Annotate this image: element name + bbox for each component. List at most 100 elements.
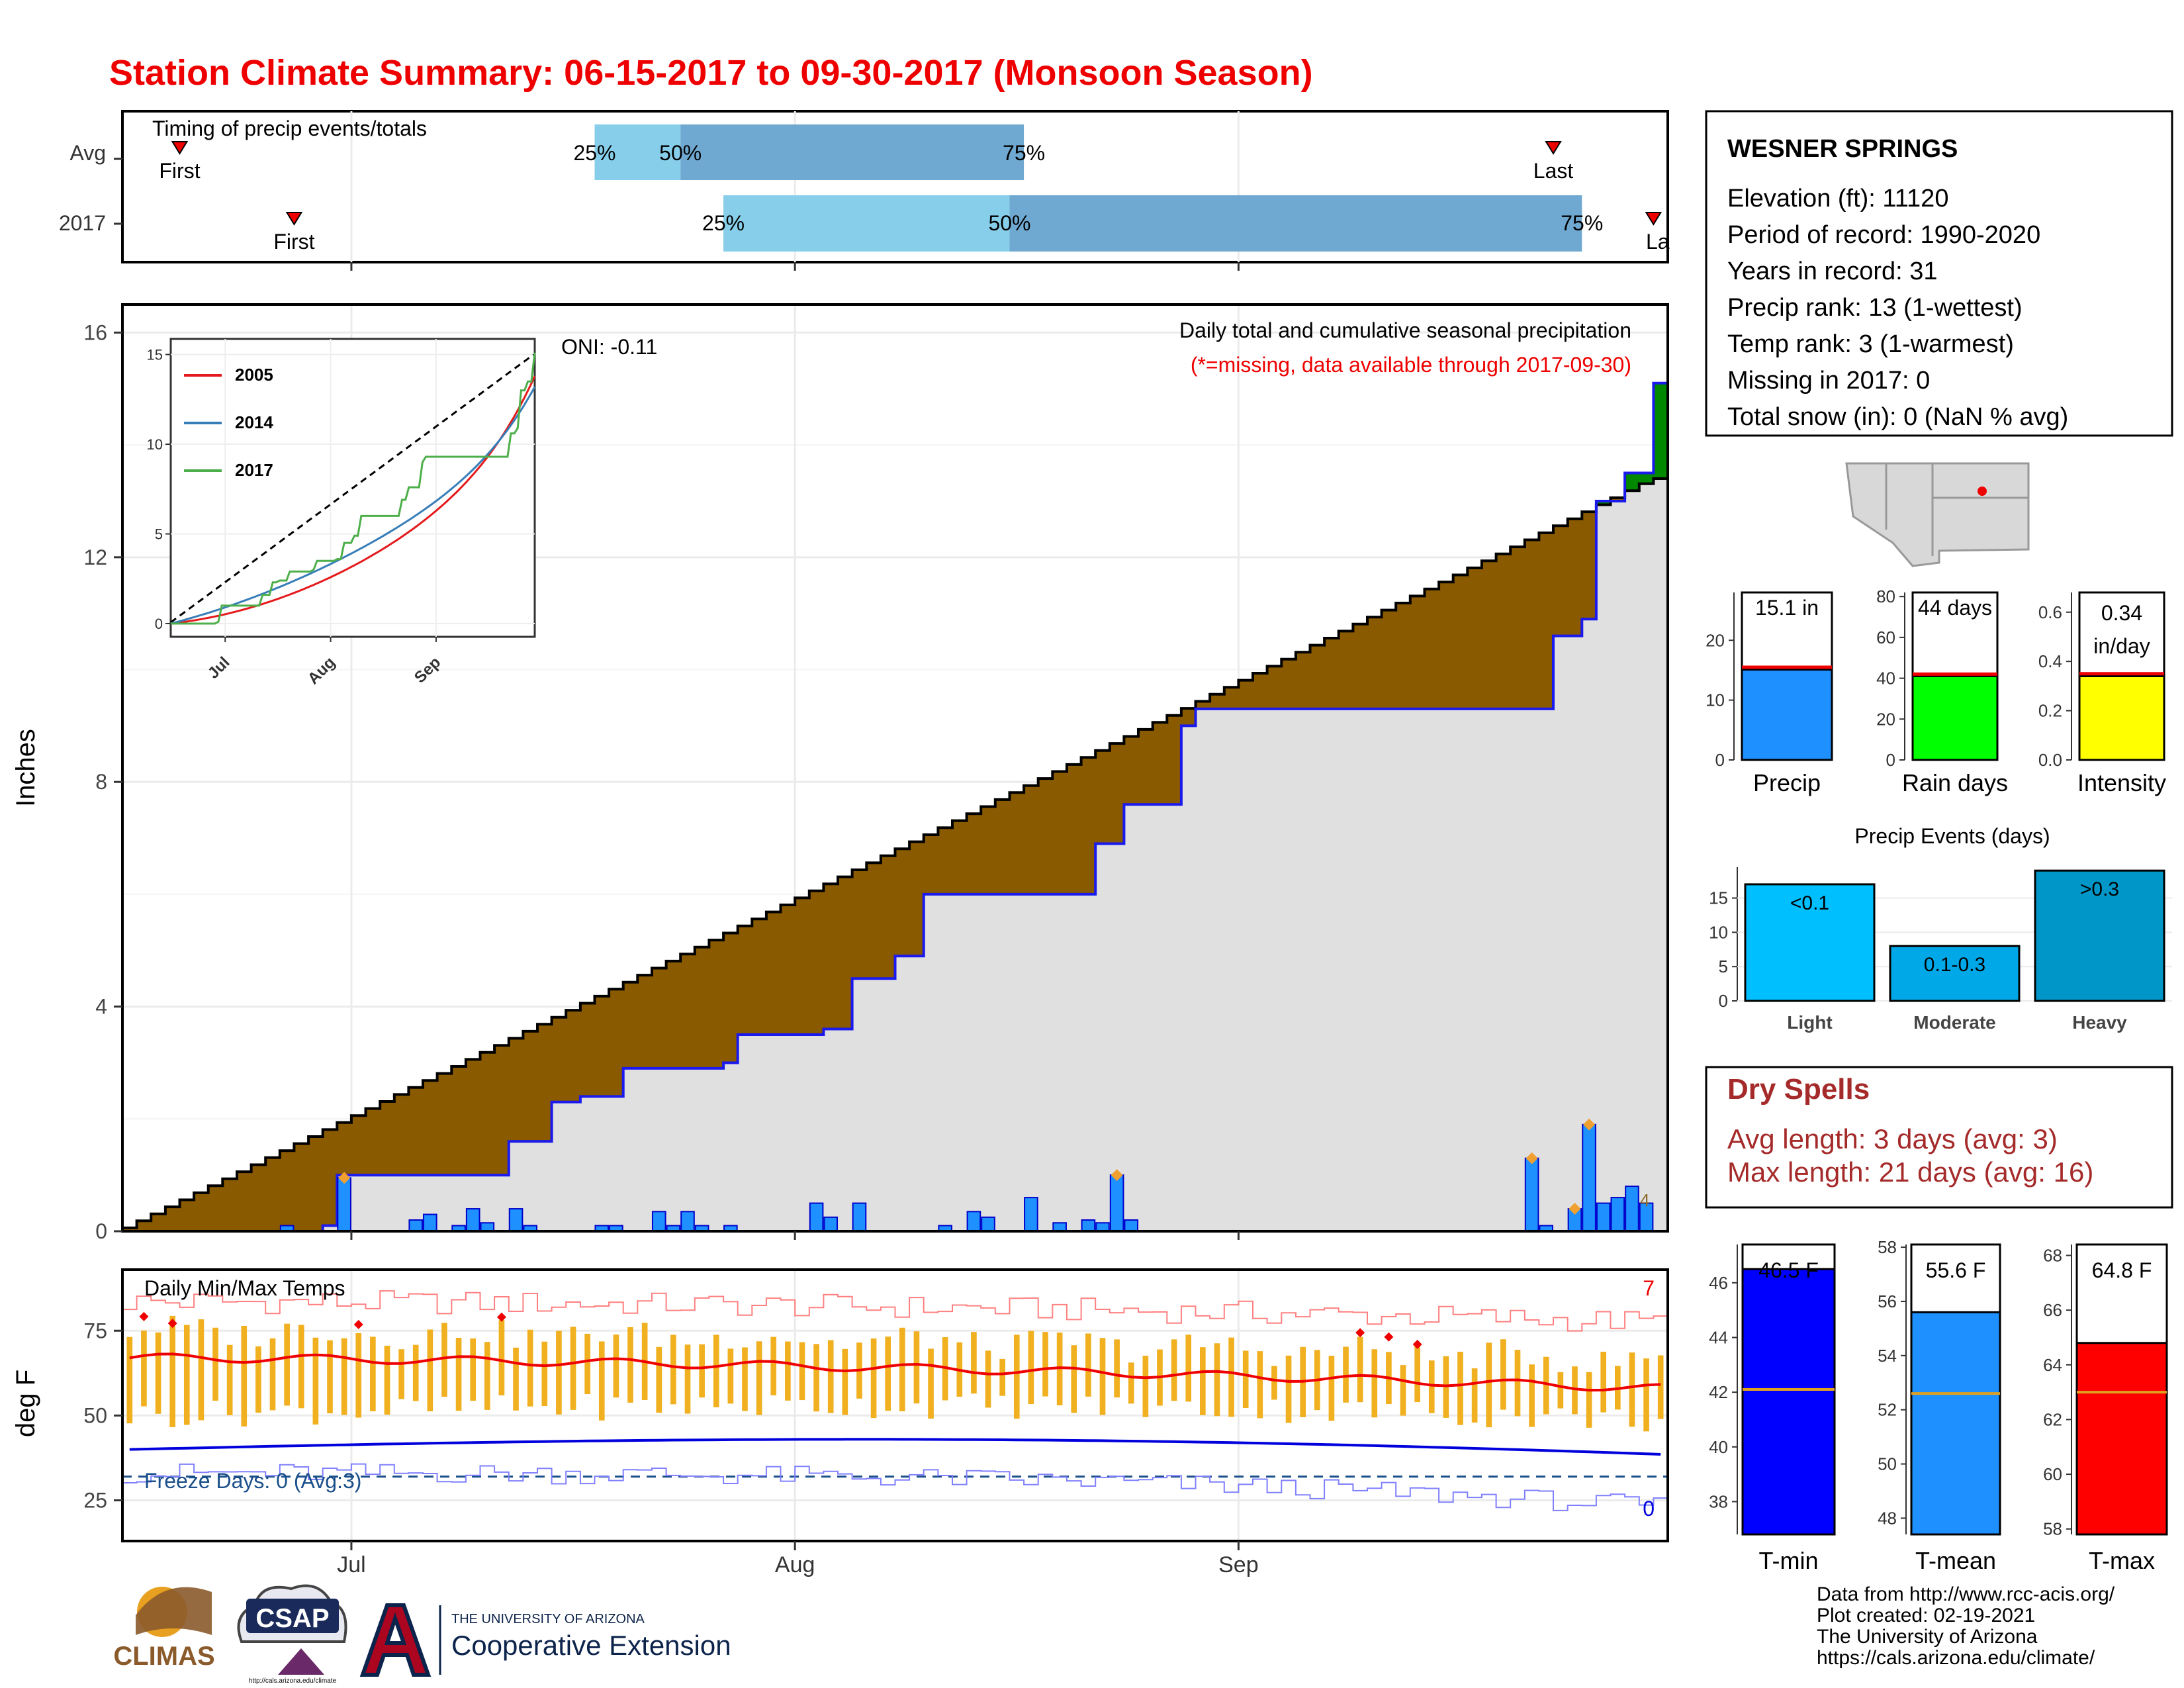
xtick-label-1: Aug: [775, 1552, 815, 1577]
temp-summary-ytick-label-1-3: 54: [1878, 1346, 1897, 1366]
avg-max-line: [129, 1352, 1661, 1392]
events-bar-label-1: Moderate: [1913, 1012, 1995, 1033]
summary-ytick-label-1-1: 20: [1876, 709, 1895, 729]
daily-temp-bar-44: [756, 1341, 762, 1415]
daily-temp-bar-66: [1071, 1345, 1077, 1413]
daily-temp-bar-43: [742, 1347, 748, 1411]
events-ytick-label-3: 15: [1709, 888, 1728, 908]
summary-ytick-label-2-0: 0.0: [2038, 750, 2062, 770]
daily-temp-bar-87: [1371, 1349, 1378, 1418]
daily-temp-bar-60: [985, 1350, 991, 1408]
daily-temp-bar-84: [1328, 1356, 1335, 1421]
daily-precip-bar-18: [852, 1202, 867, 1233]
footer-credits: Data from http://www.rcc-acis.org/ Plot …: [1817, 1583, 2115, 1669]
timing-row-2017-label: 2017: [59, 211, 106, 235]
summary-ytick-label-2-3: 0.6: [2038, 602, 2062, 622]
station-line-years: Years in record: 31: [1727, 258, 1938, 285]
daily-temp-bar-67: [1085, 1333, 1091, 1397]
record-max-marker-5: [1384, 1332, 1394, 1342]
daily-temp-bar-75: [1200, 1347, 1206, 1415]
daily-temp-bar-22: [441, 1323, 447, 1397]
daily-temp-bar-3: [169, 1315, 175, 1427]
observed-cumulative-line: [122, 381, 1668, 1233]
summary-ytick-label-1-3: 60: [1876, 628, 1895, 647]
temp-summary-bars: 38 40 42 44 46 46.5 F T-min 48 50 52 54 56 58 55.6 F T…: [1709, 1237, 2168, 1574]
main-ytick-label-3: 12: [83, 545, 107, 569]
temp-summary-bar-2: [2075, 1342, 2168, 1536]
page-title: Station Climate Summary: 06-15-2017 to 0…: [109, 53, 1313, 93]
daily-precip-bar-27: [1124, 1219, 1139, 1232]
timing-bar-q1-Avg: [594, 124, 681, 180]
daily-precip-bar-26: [1109, 1174, 1124, 1232]
daily-temp-bar-46: [785, 1341, 791, 1401]
timing-bar-q1-2017: [723, 195, 1010, 252]
daily-precip-bar-34: [1625, 1186, 1639, 1232]
summary-ytick-label-1-2: 40: [1876, 669, 1895, 688]
daily-precip-bar-28: [1524, 1157, 1539, 1233]
timing-pct75-Avg: 75%: [1003, 141, 1045, 165]
record-max-line: [122, 1290, 1668, 1332]
events-ytick-label-2: 10: [1709, 922, 1728, 942]
daily-temp-bar-74: [1185, 1335, 1192, 1402]
daily-precip-bar-11: [651, 1211, 666, 1232]
ua-line1: THE UNIVERSITY OF ARIZONA: [451, 1612, 645, 1626]
temp-summary-ytick-label-2-1: 60: [2043, 1464, 2062, 1484]
station-line-elevation: Elevation (ft): 11120: [1727, 185, 1948, 212]
daily-temp-bar-56: [928, 1348, 934, 1419]
daily-precip-bar-2: [408, 1219, 424, 1232]
daily-temp-bar-61: [999, 1358, 1005, 1396]
daily-temp-bar-0: [126, 1336, 133, 1424]
temp-summary-ytick-label-2-0: 58: [2043, 1519, 2062, 1539]
daily-temp-bar-100: [1557, 1372, 1564, 1409]
events-bar-inner-0: <0.1: [1790, 892, 1829, 914]
main-ytick-label-0: 0: [95, 1219, 107, 1243]
daily-temp-bar-21: [427, 1329, 433, 1411]
inset-ytick-label-1: 5: [155, 526, 163, 543]
temp-summary-ytick-label-0-0: 38: [1709, 1491, 1728, 1511]
temp-summary-value-0: 46.5 F: [1758, 1258, 1819, 1282]
inset-legend-2017: 2017: [235, 460, 273, 480]
footer-line-created: Plot created: 02-19-2021: [1817, 1605, 2035, 1626]
daily-temp-bar-63: [1028, 1331, 1034, 1404]
daily-temp-bar-11: [284, 1323, 290, 1406]
daily-temp-bar-71: [1142, 1355, 1149, 1417]
daily-temp-bar-53: [885, 1336, 891, 1411]
daily-temp-bar-35: [627, 1327, 633, 1403]
daily-precip-bar-17: [823, 1216, 839, 1232]
temp-summary-ytick-label-0-2: 42: [1709, 1382, 1728, 1402]
summary-ytick-label-0-1: 10: [1706, 690, 1725, 710]
daily-temp-bar-55: [913, 1331, 920, 1404]
station-line-precip-rank: Precip rank: 13 (1-wettest): [1727, 294, 2023, 322]
daily-temp-bar-107: [1657, 1355, 1664, 1419]
temp-summary-ytick-label-2-5: 68: [2043, 1246, 2062, 1266]
daily-precip-bar-5: [465, 1208, 480, 1232]
daily-precip-bar-22: [1024, 1197, 1038, 1233]
daily-temp-bar-16: [355, 1333, 362, 1418]
daily-temp-bar-79: [1257, 1351, 1263, 1419]
station-name: WESNER SPRINGS: [1727, 135, 1958, 163]
daily-temp-bar-59: [971, 1332, 977, 1394]
daily-precip-bar-31: [1582, 1123, 1596, 1232]
daily-precip-flag-28: [1525, 1152, 1538, 1164]
bar-annotation: 4: [1640, 1190, 1649, 1210]
daily-temp-bar-30: [556, 1331, 562, 1415]
daily-temp-bar-4: [183, 1325, 190, 1425]
record-max-marker-1: [167, 1319, 177, 1329]
summary-ytick-label-1-0: 0: [1886, 750, 1895, 770]
oni-label: ONI: -0.11: [561, 335, 657, 359]
daily-temp-bar-90: [1414, 1345, 1420, 1403]
inset-average-line: [170, 353, 535, 624]
daily-precip-bar-3: [423, 1213, 437, 1232]
temp-frame: [121, 1268, 1669, 1542]
temp-summary-ytick-label-1-5: 58: [1878, 1237, 1897, 1257]
daily-temp-bar-80: [1271, 1366, 1277, 1400]
daily-temp-bar-73: [1171, 1339, 1177, 1401]
daily-temp-bar-17: [370, 1336, 376, 1411]
daily-temp-bar-38: [670, 1335, 676, 1405]
daily-temp-bar-25: [484, 1342, 490, 1410]
daily-temp-bar-52: [870, 1338, 877, 1419]
climas-logo-text: CLIMAS: [113, 1642, 214, 1671]
main-ytick-label-2: 8: [95, 770, 107, 794]
station-line-snow: Total snow (in): 0 (NaN % avg): [1727, 403, 2068, 431]
summary-bars: 0 10 20 15.1 in Precip 0 20 40 60 80 44 days Rain d…: [1706, 586, 2166, 796]
